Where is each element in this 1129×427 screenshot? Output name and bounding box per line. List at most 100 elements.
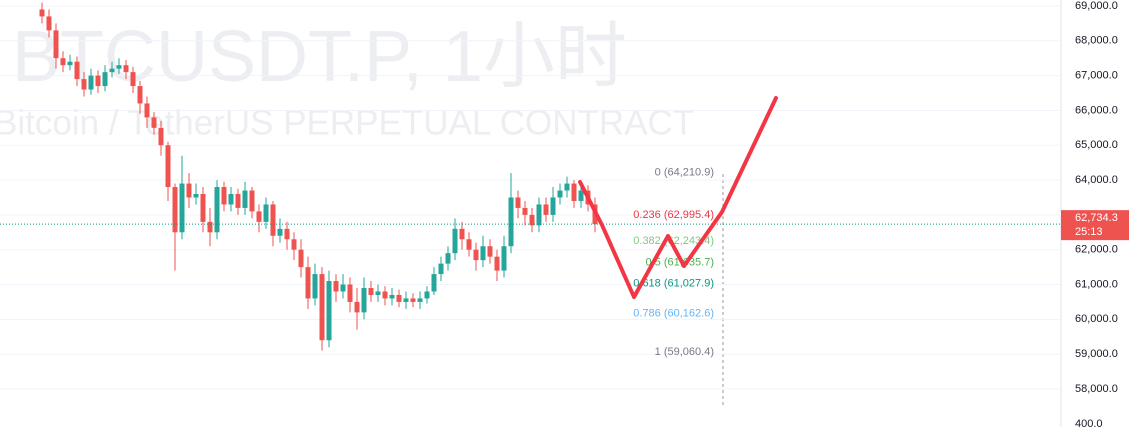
candle-body [207, 221, 213, 233]
candle-body [396, 294, 402, 302]
y-tick-label: 62,000.0 [1075, 244, 1118, 256]
last-price-label: 62,734.3 [1075, 212, 1118, 224]
candle-body [123, 65, 129, 73]
candle-body [116, 65, 122, 69]
candle-body [361, 288, 367, 313]
candle-body [221, 187, 227, 205]
candle-body [515, 197, 521, 208]
candle-body [571, 183, 577, 201]
candle-body [291, 239, 297, 250]
candle-body [389, 294, 395, 299]
candle-body [67, 61, 73, 66]
candle-body [284, 228, 290, 240]
candle-body [368, 288, 374, 295]
candle-body [459, 228, 465, 240]
candle-body [424, 291, 430, 299]
candle-body [235, 193, 241, 208]
candle-body [95, 75, 101, 87]
candle-body [193, 193, 199, 198]
candle-body [347, 284, 353, 302]
candle-body [564, 183, 570, 191]
candle-body [501, 246, 507, 271]
y-tick-label: 66,000.0 [1075, 104, 1118, 116]
candle-body [403, 298, 409, 302]
plot: 69,000.0 68,000.0 67,000.0 66,000.0 65,000.0… [0, 0, 1129, 395]
candle-body [550, 197, 556, 215]
candle-body [137, 86, 143, 104]
y-tick-label: 60,000.0 [1075, 313, 1118, 325]
y-tick-label: 67,000.0 [1075, 70, 1118, 82]
candle-body [354, 301, 360, 313]
watermark-subtitle: Bitcoin / TetherUS PERPETUAL CONTRACT [0, 103, 694, 142]
last-price-box [1061, 210, 1129, 241]
fib-level-label: 1 (59,060.4) [655, 346, 714, 358]
candle-body [165, 145, 171, 188]
candle-body [452, 228, 458, 254]
candle-body [39, 9, 45, 17]
candle-body [578, 190, 584, 201]
candle-body [60, 58, 66, 66]
candle-body [151, 117, 157, 128]
candle-body [340, 284, 346, 292]
candle-body [130, 72, 136, 87]
candle-body [508, 197, 514, 247]
y-tick-label: 64,000.0 [1075, 174, 1118, 186]
candle-body [186, 183, 192, 198]
candle-body [494, 256, 500, 271]
candle-body [326, 281, 332, 341]
candle-body [431, 274, 437, 292]
candle-body [200, 193, 206, 222]
y-tick-label: 59,000.0 [1075, 348, 1118, 360]
fib-level-label: 0.5 (61,635.7) [646, 256, 715, 268]
candle-body [522, 207, 528, 215]
y-tick-label: 58,000.0 [1075, 383, 1118, 395]
candle-body [144, 103, 150, 118]
candle-body [158, 127, 164, 146]
candle-body [249, 190, 255, 212]
candle-body [179, 183, 185, 233]
fib-level-label: 0.618 (61,027.9) [633, 277, 714, 289]
y-tick-label: 61,000.0 [1075, 278, 1118, 290]
candle-body [466, 239, 472, 250]
candle-body [480, 246, 486, 261]
candle-body [298, 249, 304, 268]
watermark-title: BTCUSDT.P, 1小时 [12, 17, 627, 97]
candle-body [242, 190, 248, 208]
volume-axis-label: 400.0 [1075, 418, 1103, 427]
candle-body [410, 298, 416, 302]
candle-body [536, 204, 542, 226]
candle-body [74, 61, 80, 80]
candle-body [473, 249, 479, 261]
fib-level-label: 0.786 (60,162.6) [633, 308, 714, 320]
candle-body [445, 253, 451, 264]
candle-body [81, 79, 87, 90]
candle-body [214, 187, 220, 233]
candle-body [102, 72, 108, 87]
candle-body [382, 291, 388, 299]
y-tick-label: 69,000.0 [1075, 0, 1118, 12]
candle-body [319, 274, 325, 341]
candle-body [88, 75, 94, 90]
candle-body [417, 298, 423, 302]
candle-body [53, 30, 59, 59]
candle-body [270, 204, 276, 236]
candle-body [543, 204, 549, 215]
candle-body [438, 263, 444, 275]
hand-drawn-path [578, 96, 778, 299]
candle-body [305, 267, 311, 299]
candle-body [487, 246, 493, 257]
candle-body [109, 68, 115, 73]
candle-body [228, 193, 234, 205]
candle-body [277, 228, 283, 236]
y-tick-label: 65,000.0 [1075, 139, 1118, 151]
candle-body [529, 214, 535, 226]
candle-body [46, 16, 52, 31]
fib-level-label: 0 (64,210.9) [655, 167, 714, 179]
candle-body [256, 211, 262, 222]
countdown-label: 25:13 [1075, 226, 1103, 238]
candle-body [312, 274, 318, 299]
candle-body [333, 281, 339, 292]
candle-body [557, 190, 563, 198]
fib-level-label: 0.382 (62,243.4) [633, 235, 714, 247]
